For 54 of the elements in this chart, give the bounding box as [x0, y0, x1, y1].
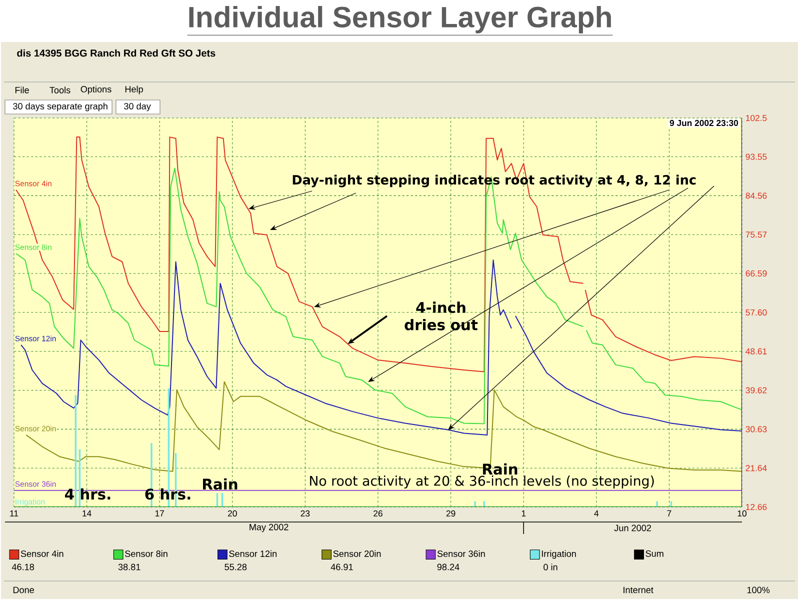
y-tick-label: 21.64 — [746, 465, 767, 472]
x-tick-label: 4 — [594, 510, 599, 516]
legend-label: Irrigation — [542, 550, 576, 559]
y-tick-label: 30.63 — [746, 426, 767, 432]
legend-label: Sensor 4in — [20, 550, 64, 557]
text: 30 day — [124, 102, 151, 112]
annotation: 6 hrs. — [145, 488, 190, 500]
text: 55.28 — [224, 564, 247, 570]
text: May 2002 — [250, 524, 288, 532]
y-tick-label: 12.66 — [746, 504, 767, 510]
annotation: 4 hrs. — [65, 488, 110, 500]
y-tick-label: 57.60 — [746, 309, 767, 316]
text: 100% — [747, 586, 770, 594]
legend-label: Sum — [646, 550, 664, 557]
legend-label: Sensor 20in — [333, 550, 381, 557]
x-tick-label: 7 — [667, 510, 672, 516]
legend-label: Sensor 12in — [229, 550, 277, 557]
legend-label: Sensor 36in — [437, 550, 485, 557]
legend-label: Sensor 8in — [125, 550, 168, 557]
annotation: 9 Jun 2002 23:30 — [670, 120, 738, 126]
text: 46.91 — [330, 564, 353, 570]
x-tick-label: 20 — [228, 510, 237, 517]
annotation: No root activity at 20 & 36-inch levels (no stepping) — [310, 476, 654, 488]
x-tick-label: 23 — [300, 510, 310, 517]
text: Options — [80, 86, 112, 94]
y-tick-label: 102.5 — [746, 114, 767, 122]
x-tick-label: 10 — [738, 510, 746, 517]
chart-title: Individual Sensor Layer Graph — [189, 6, 611, 34]
text: Done — [13, 586, 34, 594]
x-tick-label: 26 — [374, 510, 382, 517]
annotation: Rain — [203, 478, 238, 490]
x-tick-label: 29 — [446, 510, 456, 517]
text: Tools — [50, 86, 70, 94]
annotation: Rain — [483, 463, 518, 475]
x-tick-label: 1 — [522, 510, 526, 516]
y-tick-label: 39.62 — [746, 387, 767, 394]
text: Internet — [624, 586, 654, 594]
chart-subtitle: dis 14395 BGG Ranch Rd Red Gft SO Jets — [17, 49, 216, 57]
text: 46.18 — [12, 564, 34, 570]
text: 98.24 — [437, 564, 460, 570]
text: Jun 2002 — [614, 524, 652, 532]
y-tick-label: 84.56 — [746, 192, 767, 199]
text: 0 in — [544, 564, 558, 570]
y-tick-label: 48.61 — [746, 348, 767, 354]
text: Help — [125, 86, 143, 94]
x-tick-label: 14 — [82, 510, 92, 516]
x-tick-label: 11 — [10, 510, 18, 516]
text: File — [15, 86, 29, 94]
text: 38.81 — [118, 564, 140, 570]
y-tick-label: 66.59 — [746, 270, 767, 277]
y-tick-label: 75.57 — [746, 232, 767, 238]
y-tick-label: 93.55 — [746, 154, 767, 160]
x-tick-label: 17 — [155, 510, 164, 516]
text: 30 days separate graph — [13, 102, 108, 112]
